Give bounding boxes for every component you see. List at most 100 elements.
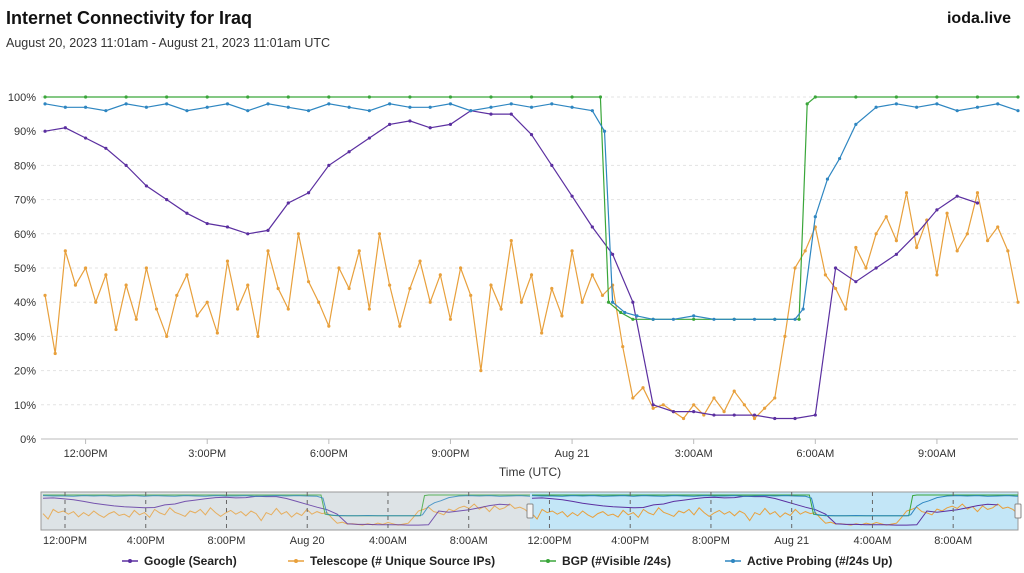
data-point bbox=[43, 95, 47, 99]
data-point bbox=[631, 300, 635, 304]
data-point bbox=[1006, 249, 1010, 253]
data-point bbox=[692, 410, 696, 414]
x-tick-label: 6:00PM bbox=[310, 448, 348, 460]
data-point bbox=[63, 105, 67, 109]
data-point bbox=[124, 283, 128, 287]
data-point bbox=[205, 300, 209, 304]
data-point bbox=[205, 221, 209, 226]
x-tick-label: 3:00AM bbox=[675, 448, 713, 460]
data-point bbox=[803, 249, 807, 253]
data-point bbox=[752, 413, 757, 417]
data-point bbox=[945, 211, 949, 215]
y-tick-label: 30% bbox=[14, 331, 36, 343]
data-point bbox=[408, 105, 412, 109]
data-point bbox=[286, 95, 290, 99]
data-point bbox=[195, 314, 199, 318]
time-navigator[interactable]: 12:00PM 4:00PM 8:00PM Aug 20 4:00AM 8:00AM 12:… bbox=[40, 491, 1022, 547]
data-point bbox=[519, 300, 523, 304]
navigator-tick-label: 4:00AM bbox=[369, 535, 407, 547]
data-point bbox=[489, 105, 493, 109]
data-point bbox=[428, 105, 432, 109]
data-point bbox=[773, 317, 777, 321]
x-tick-label: 9:00PM bbox=[431, 448, 469, 460]
series-layer bbox=[43, 95, 1020, 421]
y-tick-label: 100% bbox=[8, 92, 36, 104]
data-point bbox=[965, 232, 969, 236]
legend-item[interactable]: Active Probing (#/24s Up) bbox=[725, 554, 892, 568]
data-point bbox=[894, 239, 898, 243]
data-point bbox=[408, 119, 412, 123]
data-point bbox=[448, 95, 453, 99]
data-point bbox=[813, 413, 817, 417]
data-point bbox=[742, 403, 746, 407]
data-point bbox=[813, 215, 817, 219]
series-2 bbox=[43, 95, 1020, 321]
data-point bbox=[529, 95, 534, 99]
data-point bbox=[276, 286, 280, 291]
data-point bbox=[428, 126, 432, 130]
data-point bbox=[94, 300, 98, 304]
data-point bbox=[763, 406, 767, 410]
y-tick-label: 60% bbox=[14, 229, 36, 241]
navigator-handle[interactable] bbox=[1014, 503, 1022, 519]
data-point bbox=[377, 232, 382, 236]
series-line bbox=[44, 192, 1019, 420]
legend-item[interactable]: Google (Search) bbox=[122, 554, 237, 568]
data-point bbox=[692, 403, 696, 407]
data-point bbox=[63, 249, 67, 253]
data-point bbox=[1016, 300, 1020, 304]
data-point bbox=[854, 122, 858, 126]
y-tick-label: 70% bbox=[14, 195, 36, 207]
data-point bbox=[448, 102, 453, 106]
data-point bbox=[236, 307, 240, 311]
x-tick-label: 12:00PM bbox=[64, 448, 108, 460]
navigator-tick-label: 8:00PM bbox=[692, 535, 730, 547]
data-point bbox=[63, 126, 67, 130]
data-point bbox=[671, 410, 676, 414]
data-point bbox=[823, 273, 828, 277]
data-point bbox=[692, 314, 696, 318]
brand-logo-text[interactable]: ioda.live bbox=[946, 10, 1011, 27]
data-point bbox=[1016, 95, 1020, 99]
legend-item[interactable]: Telescope (# Unique Source IPs) bbox=[288, 554, 495, 568]
data-point bbox=[104, 273, 108, 277]
data-point bbox=[661, 403, 665, 407]
data-point bbox=[469, 109, 473, 113]
y-tick-label: 40% bbox=[14, 297, 36, 309]
data-point bbox=[529, 105, 534, 109]
legend-marker bbox=[546, 559, 550, 563]
data-point bbox=[540, 331, 544, 335]
grid-lines bbox=[41, 96, 1018, 440]
legend-label: Telescope (# Unique Source IPs) bbox=[310, 554, 495, 568]
navigator-tick-label: 4:00PM bbox=[127, 535, 165, 547]
series-3 bbox=[43, 102, 1020, 321]
y-axis-ticks: 0% 10% 20% 30% 40% 50% 60% 70% 80% 90% 100% bbox=[8, 92, 36, 446]
data-point bbox=[805, 102, 809, 106]
data-point bbox=[783, 334, 787, 338]
data-point bbox=[367, 307, 371, 311]
data-point bbox=[408, 95, 412, 99]
data-point bbox=[975, 105, 980, 109]
data-point bbox=[975, 201, 980, 205]
data-point bbox=[185, 273, 189, 277]
data-point bbox=[306, 191, 311, 195]
data-point bbox=[606, 300, 611, 304]
data-point bbox=[165, 95, 169, 99]
data-point bbox=[874, 105, 878, 109]
data-point bbox=[651, 406, 655, 410]
navigator-handle[interactable] bbox=[526, 503, 534, 519]
data-point bbox=[408, 286, 412, 291]
data-point bbox=[590, 109, 594, 113]
navigator-tick-label: 8:00AM bbox=[934, 535, 972, 547]
data-point bbox=[124, 102, 128, 106]
data-point bbox=[165, 102, 169, 106]
data-point bbox=[185, 211, 189, 215]
data-point bbox=[570, 105, 574, 109]
legend-marker bbox=[294, 559, 298, 563]
legend-item[interactable]: BGP (#Visible /24s) bbox=[540, 554, 671, 568]
data-point bbox=[438, 273, 442, 277]
data-point bbox=[266, 228, 270, 232]
data-point bbox=[702, 413, 706, 417]
x-axis-title: Time (UTC) bbox=[499, 465, 561, 479]
